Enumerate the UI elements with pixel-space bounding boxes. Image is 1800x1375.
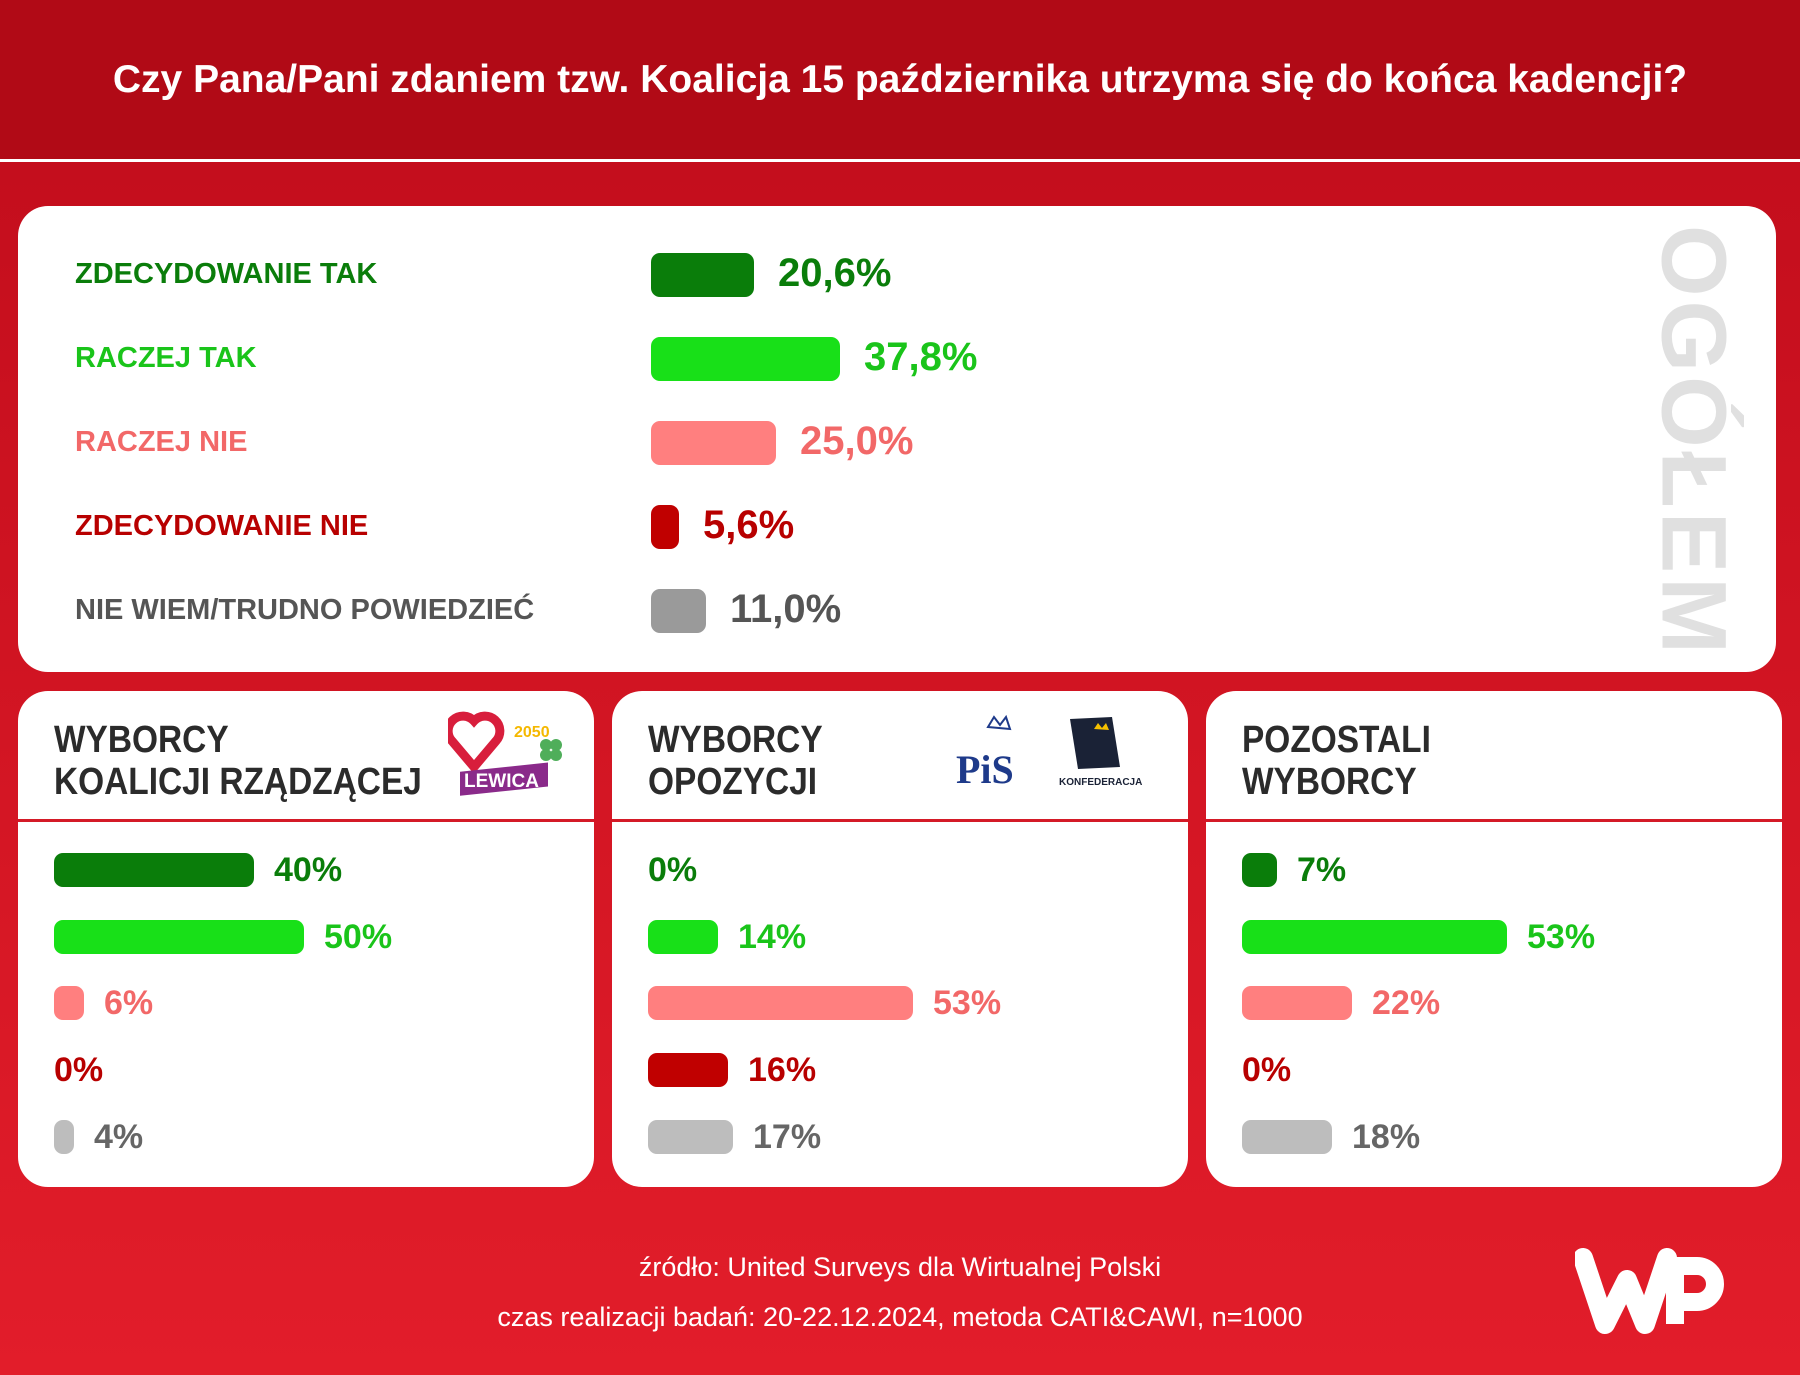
value-label: 11,0% [730, 587, 842, 631]
coalition-voters-card: WYBORCY KOALICJI RZĄDZĄCEJ 2050 LEWICA 40… [18, 691, 594, 1187]
value-label: 37,8% [864, 335, 978, 379]
bar [1242, 920, 1507, 954]
source-text: źródło: United Surveys dla Wirtualnej Po… [638, 1252, 1162, 1282]
card-title-line: WYBORCY [54, 719, 229, 761]
category-label: RACZEJ NIE [75, 426, 248, 458]
page-title: Czy Pana/Pani zdaniem tzw. Koalicja 15 p… [112, 57, 1688, 101]
bar [651, 337, 840, 381]
bar [648, 1053, 728, 1087]
value-label: 0% [1242, 1051, 1292, 1089]
bar [54, 853, 254, 887]
header: Czy Pana/Pani zdaniem tzw. Koalicja 15 p… [0, 0, 1800, 162]
bar [651, 253, 754, 297]
value-label: 53% [1527, 918, 1596, 956]
bar [54, 1120, 74, 1154]
bar [54, 986, 84, 1020]
value-label: 17% [753, 1118, 822, 1156]
opposition-logos: PiS KONFEDERACJA [956, 714, 1142, 792]
bar [1242, 853, 1277, 887]
bar [651, 421, 776, 465]
value-label: 22% [1372, 984, 1441, 1022]
card-title-line: OPOZYCJI [648, 761, 818, 803]
value-label: 4% [94, 1118, 144, 1156]
bar [648, 920, 718, 954]
category-label: RACZEJ TAK [75, 342, 257, 374]
card-title-line: KOALICJI RZĄDZĄCEJ [54, 761, 422, 803]
konfederacja-logo: KONFEDERACJA [1059, 777, 1142, 788]
bar [648, 986, 913, 1020]
ko-heart-logo [448, 711, 505, 774]
bar [1242, 1120, 1332, 1154]
bar [651, 589, 706, 633]
bar [648, 1120, 733, 1154]
overall-chart-card: OGÓŁEM ZDECYDOWANIE TAK 20,6% RACZEJ TAK 37… [18, 206, 1776, 672]
opposition-voters-card: WYBORCY OPOZYCJI PiS KONFEDERACJA 0% 14% 53… [612, 691, 1188, 1187]
value-label: 50% [324, 918, 393, 956]
category-label: NIE WIEM/TRUDNO POWIEDZIEĆ [75, 594, 535, 626]
card-title-line: WYBORCY [648, 719, 823, 761]
pis-crown [986, 714, 1012, 731]
value-label: 5,6% [703, 503, 795, 547]
value-label: 6% [104, 984, 154, 1022]
method-text: czas realizacji badań: 20-22.12.2024, me… [497, 1302, 1303, 1332]
value-label: 16% [748, 1051, 817, 1089]
bar [54, 920, 304, 954]
polska2050-logo: 2050 [514, 724, 550, 741]
value-label: 40% [274, 851, 343, 889]
overall-label: OGÓŁEM [1642, 224, 1745, 658]
value-label: 0% [648, 851, 698, 889]
wp-logo [1575, 1248, 1724, 1334]
value-label: 20,6% [778, 251, 892, 295]
card-title-line: WYBORCY [1242, 761, 1417, 803]
value-label: 0% [54, 1051, 104, 1089]
value-label: 14% [738, 918, 807, 956]
other-voters-card: POZOSTALI WYBORCY 7% 53% 22% 0% 18% [1206, 691, 1782, 1187]
category-label: ZDECYDOWANIE NIE [75, 510, 369, 542]
value-label: 25,0% [800, 419, 914, 463]
konfederacja-emblem [1070, 717, 1120, 769]
psl-clover-logo [540, 739, 562, 761]
bar [1242, 986, 1352, 1020]
value-label: 18% [1352, 1118, 1421, 1156]
value-label: 7% [1297, 851, 1347, 889]
coalition-logos: 2050 LEWICA [448, 711, 562, 796]
lewica-logo: LEWICA [464, 771, 539, 792]
pis-logo: PiS [956, 747, 1014, 792]
bar [651, 505, 679, 549]
card-title-line: POZOSTALI [1242, 719, 1431, 761]
category-label: ZDECYDOWANIE TAK [75, 258, 378, 290]
value-label: 53% [933, 984, 1002, 1022]
